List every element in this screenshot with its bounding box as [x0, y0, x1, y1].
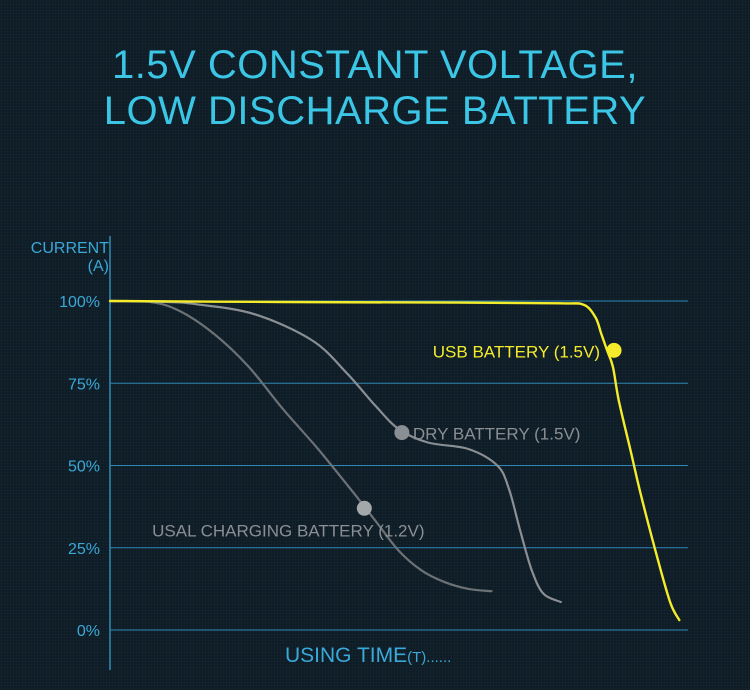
x-axis-label-main: USING TIME	[285, 644, 407, 667]
y-tick-label: 100%	[59, 294, 100, 311]
series-line-usal-charging-battery	[108, 299, 493, 593]
y-tick-label: 25%	[68, 541, 100, 558]
series-label-dry-battery: DRY BATTERY (1.5V)	[413, 425, 581, 444]
series-marker-dry-battery	[394, 425, 410, 441]
series-marker-usb-battery	[606, 342, 622, 358]
chart-title-line-1: 1.5V CONSTANT VOLTAGE,	[112, 43, 638, 87]
y-tick-label: 50%	[68, 459, 100, 476]
y-axis-unit-label: (A)	[87, 258, 109, 275]
y-tick-label: 0%	[77, 623, 100, 640]
x-axis-label-suffix: (T)......	[407, 649, 451, 666]
y-tick-label: 75%	[68, 376, 100, 393]
series-label-usal-charging-battery: USAL CHARGING BATTERY (1.2V)	[152, 521, 424, 540]
series-marker-usal-charging-battery	[356, 500, 372, 516]
series-line-usb-battery	[108, 299, 681, 622]
series-label-usb-battery: USB BATTERY (1.5V)	[433, 342, 600, 361]
chart-title-line-2: LOW DISCHARGE BATTERY	[103, 89, 647, 133]
y-axis-label: CURRENT	[30, 240, 109, 257]
series-line-dry-battery	[108, 299, 562, 604]
x-axis-label: USING TIME(T)......	[285, 644, 451, 667]
